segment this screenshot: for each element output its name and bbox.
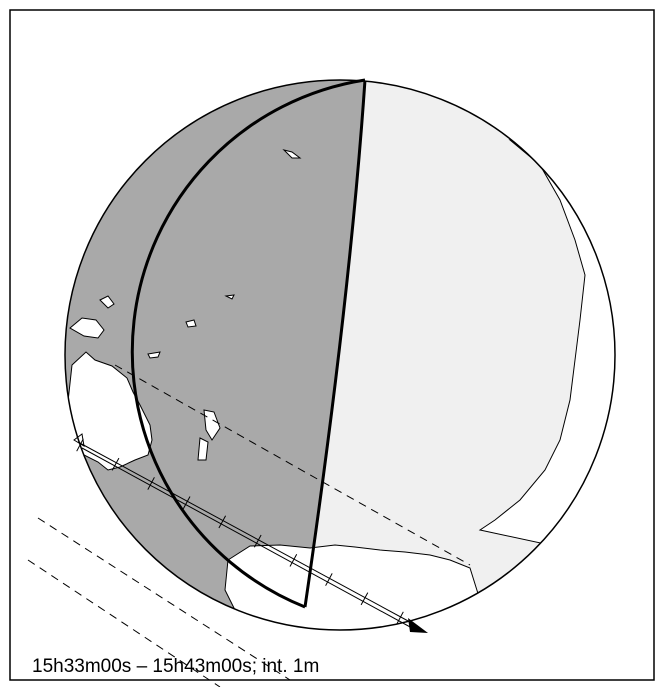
new-guinea-landmass xyxy=(69,317,105,339)
antarctica-landmass xyxy=(224,544,481,630)
track-tick xyxy=(396,611,404,625)
track-tick xyxy=(218,515,227,529)
track-tick xyxy=(147,477,155,490)
track-tick xyxy=(325,573,333,586)
track-ticks xyxy=(76,438,404,625)
pacific-island-1 xyxy=(282,149,302,159)
time-interval-caption: 15h33m00s – 15h43m00s; int. 1m xyxy=(32,656,319,677)
pacific-island-3 xyxy=(147,351,161,359)
pacific-island-2 xyxy=(185,319,197,328)
northern-limit-line xyxy=(114,364,471,566)
globe-outline-night xyxy=(130,78,366,609)
track-tick xyxy=(76,438,84,452)
pacific-island-4 xyxy=(224,294,235,300)
track-tick xyxy=(253,534,262,548)
track-tick xyxy=(289,553,298,567)
terminator-line xyxy=(303,80,367,608)
track-arrowhead xyxy=(408,618,428,633)
island-cluster xyxy=(99,295,115,309)
eclipse-track xyxy=(73,433,428,633)
southern-limit-line-1 xyxy=(37,517,291,681)
track-tick xyxy=(111,457,120,471)
track-tick xyxy=(182,496,191,510)
southern-limit-line-2 xyxy=(27,559,221,687)
track-tick xyxy=(360,592,369,606)
globe-outline xyxy=(64,79,616,631)
map-border xyxy=(9,9,655,681)
new-zealand-landmass xyxy=(197,409,221,461)
